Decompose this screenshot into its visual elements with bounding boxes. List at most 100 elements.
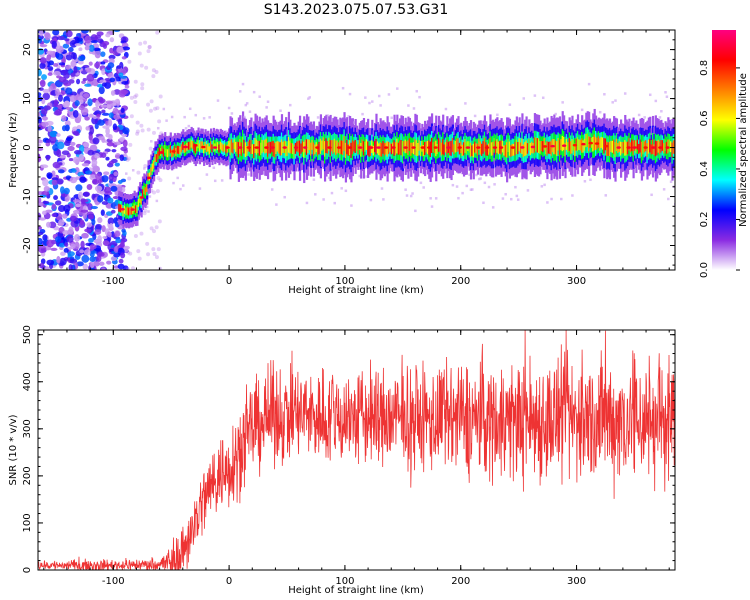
spectrogram-peak [147, 176, 152, 180]
spectrogram-cell [173, 145, 177, 154]
spectrogram-cell [444, 107, 448, 111]
spectrogram-cell [422, 186, 425, 189]
spectrogram-cell [82, 77, 87, 82]
spectrogram-cell [198, 187, 202, 190]
spectrogram-cell [111, 148, 117, 153]
spectrogram-cell [69, 94, 77, 103]
spectrogram-cell [507, 138, 510, 152]
spectrogram-cell [522, 97, 526, 100]
spectrogram-cell [107, 197, 114, 204]
spectrogram-cell [45, 154, 50, 161]
spectrogram-cell [74, 43, 82, 47]
spectrogram-cell [89, 250, 95, 258]
spectrogram-cell [493, 138, 496, 149]
spectrogram-peak [327, 146, 332, 149]
spectrogram-cell [504, 192, 507, 196]
spectrogram-cell [90, 205, 98, 210]
spectrogram-cell [94, 185, 103, 192]
spectrogram-cell [625, 141, 628, 156]
spectrogram-cell [468, 173, 471, 177]
spectrogram-cell [328, 137, 331, 151]
spectrogram-cell [58, 62, 66, 66]
spectrogram-cell [59, 186, 65, 194]
spectrogram-cell [585, 134, 588, 148]
spectrogram-peak [510, 146, 516, 149]
spectrogram-cell [240, 142, 243, 156]
spectrogram-cell [144, 187, 147, 196]
spectrogram-cell [103, 171, 110, 176]
spectrogram-peak [643, 146, 648, 149]
spectrogram-cell [386, 141, 389, 157]
spectrogram-cell [483, 181, 487, 185]
spectrogram-cell [63, 248, 69, 253]
spectrogram-cell [419, 145, 423, 157]
spectrogram-cell [116, 186, 123, 192]
spectrogram-cell [379, 141, 382, 157]
spectrogram-cell [189, 141, 192, 150]
spectrogram-cell [142, 211, 147, 216]
spectrogram-cell [168, 148, 171, 157]
spectrogram-cell [38, 92, 42, 97]
spectrogram-cell [58, 219, 65, 227]
spectrogram-cell [126, 206, 129, 215]
spectrogram-cell [316, 116, 320, 119]
spectrogram-cell [109, 47, 114, 54]
spectrogram-cell [139, 194, 142, 203]
spectrogram-cell [105, 33, 111, 38]
spectrogram-cell [244, 142, 247, 158]
spectrogram-cell [101, 175, 109, 183]
spectrogram-cell [116, 65, 122, 69]
spectrogram-cell [418, 140, 421, 151]
spectrogram-y-tick-label: 0 [22, 144, 33, 150]
spectrogram-cell [183, 115, 186, 119]
spectrogram-cell [82, 93, 90, 98]
spectrogram-cell [244, 103, 248, 107]
spectrogram-cell [68, 46, 74, 53]
spectrogram-cell [642, 140, 645, 155]
spectrogram-peak [357, 146, 363, 149]
spectrogram-cell [303, 141, 306, 158]
spectrogram-cell [97, 195, 104, 203]
spectrogram-cell [158, 94, 163, 99]
spectrogram-cell [455, 139, 459, 152]
spectrogram-cell [39, 30, 44, 37]
spectrogram-cell [504, 144, 507, 157]
spectrogram-cell [525, 140, 528, 156]
spectrogram-cell [53, 195, 58, 201]
spectrogram-cell [38, 116, 43, 124]
spectrogram-cell [360, 142, 363, 157]
spectrogram-cell [344, 189, 348, 193]
spectrogram-cell [546, 141, 549, 156]
spectrogram-cell [600, 136, 603, 148]
spectrogram-cell [564, 142, 567, 157]
spectrogram-cell [139, 63, 144, 68]
spectrogram-cell [55, 88, 60, 97]
spectrogram-cell [238, 90, 242, 93]
spectrogram-cell [45, 221, 51, 228]
spectrogram-cell [40, 258, 46, 265]
spectrogram-x-axis-label: Height of straight line (km) [288, 285, 424, 296]
spectrogram-cell [148, 172, 152, 181]
spectrogram-cell [599, 138, 602, 151]
spectrogram-cell [649, 138, 652, 153]
spectrogram-cell [69, 176, 78, 184]
spectrogram-cell [508, 103, 512, 106]
colorbar-label: Normalized spectral amplitude [738, 73, 749, 227]
spectrogram-cell [415, 140, 418, 156]
spectrogram-cell [604, 194, 608, 197]
spectrogram-cell [253, 144, 256, 159]
spectrogram-cell [665, 95, 669, 99]
spectrogram-cell [110, 185, 118, 192]
spectrogram-cell [517, 142, 520, 155]
spectrogram-cell [212, 166, 216, 170]
spectrogram-cell [297, 140, 300, 153]
spectrogram-cell [88, 237, 94, 243]
spectrogram-cell [44, 32, 51, 41]
spectrogram-cell [72, 199, 81, 203]
spectrogram-cell [146, 127, 151, 132]
spectrogram-cell [61, 213, 68, 219]
spectrogram-cell [252, 90, 256, 94]
spectrogram-cell [57, 169, 65, 174]
spectrogram-cell [38, 154, 41, 162]
